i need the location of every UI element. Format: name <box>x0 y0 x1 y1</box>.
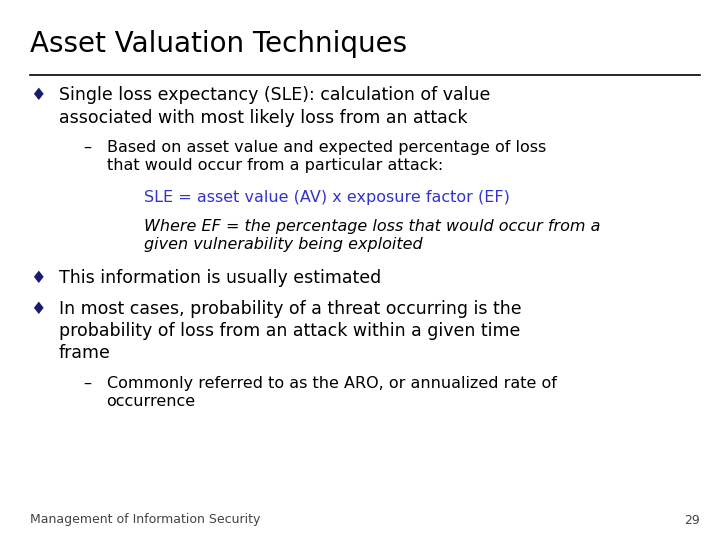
Text: ♦: ♦ <box>30 86 46 104</box>
Text: Management of Information Security: Management of Information Security <box>30 514 261 526</box>
Text: This information is usually estimated: This information is usually estimated <box>59 269 382 287</box>
Text: ♦: ♦ <box>30 300 46 318</box>
Text: ♦: ♦ <box>30 269 46 287</box>
Text: SLE = asset value (AV) x exposure factor (EF): SLE = asset value (AV) x exposure factor… <box>144 190 510 205</box>
Text: –: – <box>83 140 91 155</box>
Text: Single loss expectancy (SLE): calculation of value
associated with most likely l: Single loss expectancy (SLE): calculatio… <box>59 86 490 126</box>
Text: Commonly referred to as the ARO, or annualized rate of
occurrence: Commonly referred to as the ARO, or annu… <box>107 376 557 409</box>
Text: Where EF = the percentage loss that would occur from a
given vulnerability being: Where EF = the percentage loss that woul… <box>144 219 600 252</box>
Text: Based on asset value and expected percentage of loss
that would occur from a par: Based on asset value and expected percen… <box>107 140 546 173</box>
Text: 29: 29 <box>684 514 700 526</box>
Text: –: – <box>83 376 91 390</box>
Text: In most cases, probability of a threat occurring is the
probability of loss from: In most cases, probability of a threat o… <box>59 300 522 362</box>
Text: Asset Valuation Techniques: Asset Valuation Techniques <box>30 30 408 58</box>
